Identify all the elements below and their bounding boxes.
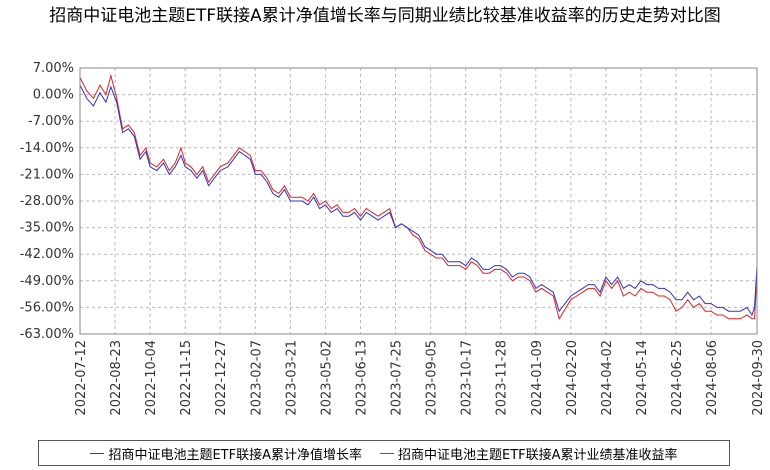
x-tick-label: 2022-11-15 xyxy=(179,340,194,416)
y-axis-ticks: 7.00% 0.00% -7.00% -14.00% -21.00% -28.00% -35… xyxy=(20,61,74,342)
x-tick-label: 2023-09-05 xyxy=(425,340,440,416)
y-tick-label: -28.00% xyxy=(20,194,74,209)
x-tick-label: 2022-10-04 xyxy=(144,340,159,416)
x-tick-label: 2023-02-07 xyxy=(249,340,264,416)
y-tick-label: -42.00% xyxy=(20,247,74,262)
legend-item-nav: 招商中证电池主题ETF联接A累计净值增长率 xyxy=(90,444,362,463)
x-tick-label: 2023-03-21 xyxy=(284,340,299,416)
x-tick-label: 2024-08-06 xyxy=(705,340,720,416)
y-tick-label: -49.00% xyxy=(20,274,74,289)
x-tick-label: 2024-06-25 xyxy=(670,340,685,416)
x-tick-label: 2023-11-28 xyxy=(495,340,510,416)
y-tick-label: -14.00% xyxy=(20,141,74,156)
x-tick-label: 2023-05-02 xyxy=(319,340,334,416)
x-tick-label: 2024-04-02 xyxy=(600,340,615,416)
x-tick-label: 2024-05-14 xyxy=(635,340,650,416)
x-tick-label: 2022-07-12 xyxy=(74,340,89,416)
x-axis-ticks: 2022-07-12 2022-08-23 2022-10-04 2022-11-15… xyxy=(74,340,766,416)
y-tick-label: -56.00% xyxy=(20,300,74,315)
legend-label-nav: 招商中证电池主题ETF联接A累计净值增长率 xyxy=(108,447,362,463)
y-tick-label: -7.00% xyxy=(28,114,74,129)
x-tick-label: 2022-08-23 xyxy=(109,340,124,416)
legend-swatch-nav xyxy=(90,452,105,454)
x-tick-label: 2024-01-09 xyxy=(530,340,545,416)
y-tick-label: -21.00% xyxy=(20,167,74,182)
x-tick-label: 2024-09-30 xyxy=(751,340,766,416)
y-tick-label: 0.00% xyxy=(33,88,74,103)
y-tick-label: 7.00% xyxy=(33,61,74,76)
legend-swatch-benchmark xyxy=(380,452,394,454)
plot-frame xyxy=(79,67,758,335)
x-tick-label: 2024-02-20 xyxy=(565,340,580,416)
x-tick-label: 2023-10-17 xyxy=(460,340,475,416)
y-tick-label: -63.00% xyxy=(20,327,74,342)
x-tick-label: 2022-12-27 xyxy=(214,340,229,416)
legend-label-benchmark: 招商中证电池主题ETF联接A累计业绩基准收益率 xyxy=(398,447,678,463)
x-tick-label: 2023-07-25 xyxy=(390,340,405,416)
series-line-nav xyxy=(79,84,758,317)
y-tick-label: -35.00% xyxy=(20,221,74,236)
series-lines xyxy=(79,73,758,321)
x-tick-label: 2023-06-13 xyxy=(354,340,369,416)
legend: 招商中证电池主题ETF联接A累计净值增长率 招商中证电池主题ETF联接A累计业绩… xyxy=(38,440,730,466)
series-line-benchmark xyxy=(79,73,758,321)
legend-item-benchmark: 招商中证电池主题ETF联接A累计业绩基准收益率 xyxy=(380,444,678,463)
chart-title: 招商中证电池主题ETF联接A累计净值增长率与同期业绩比较基准收益率的历史走势对比… xyxy=(49,6,721,26)
